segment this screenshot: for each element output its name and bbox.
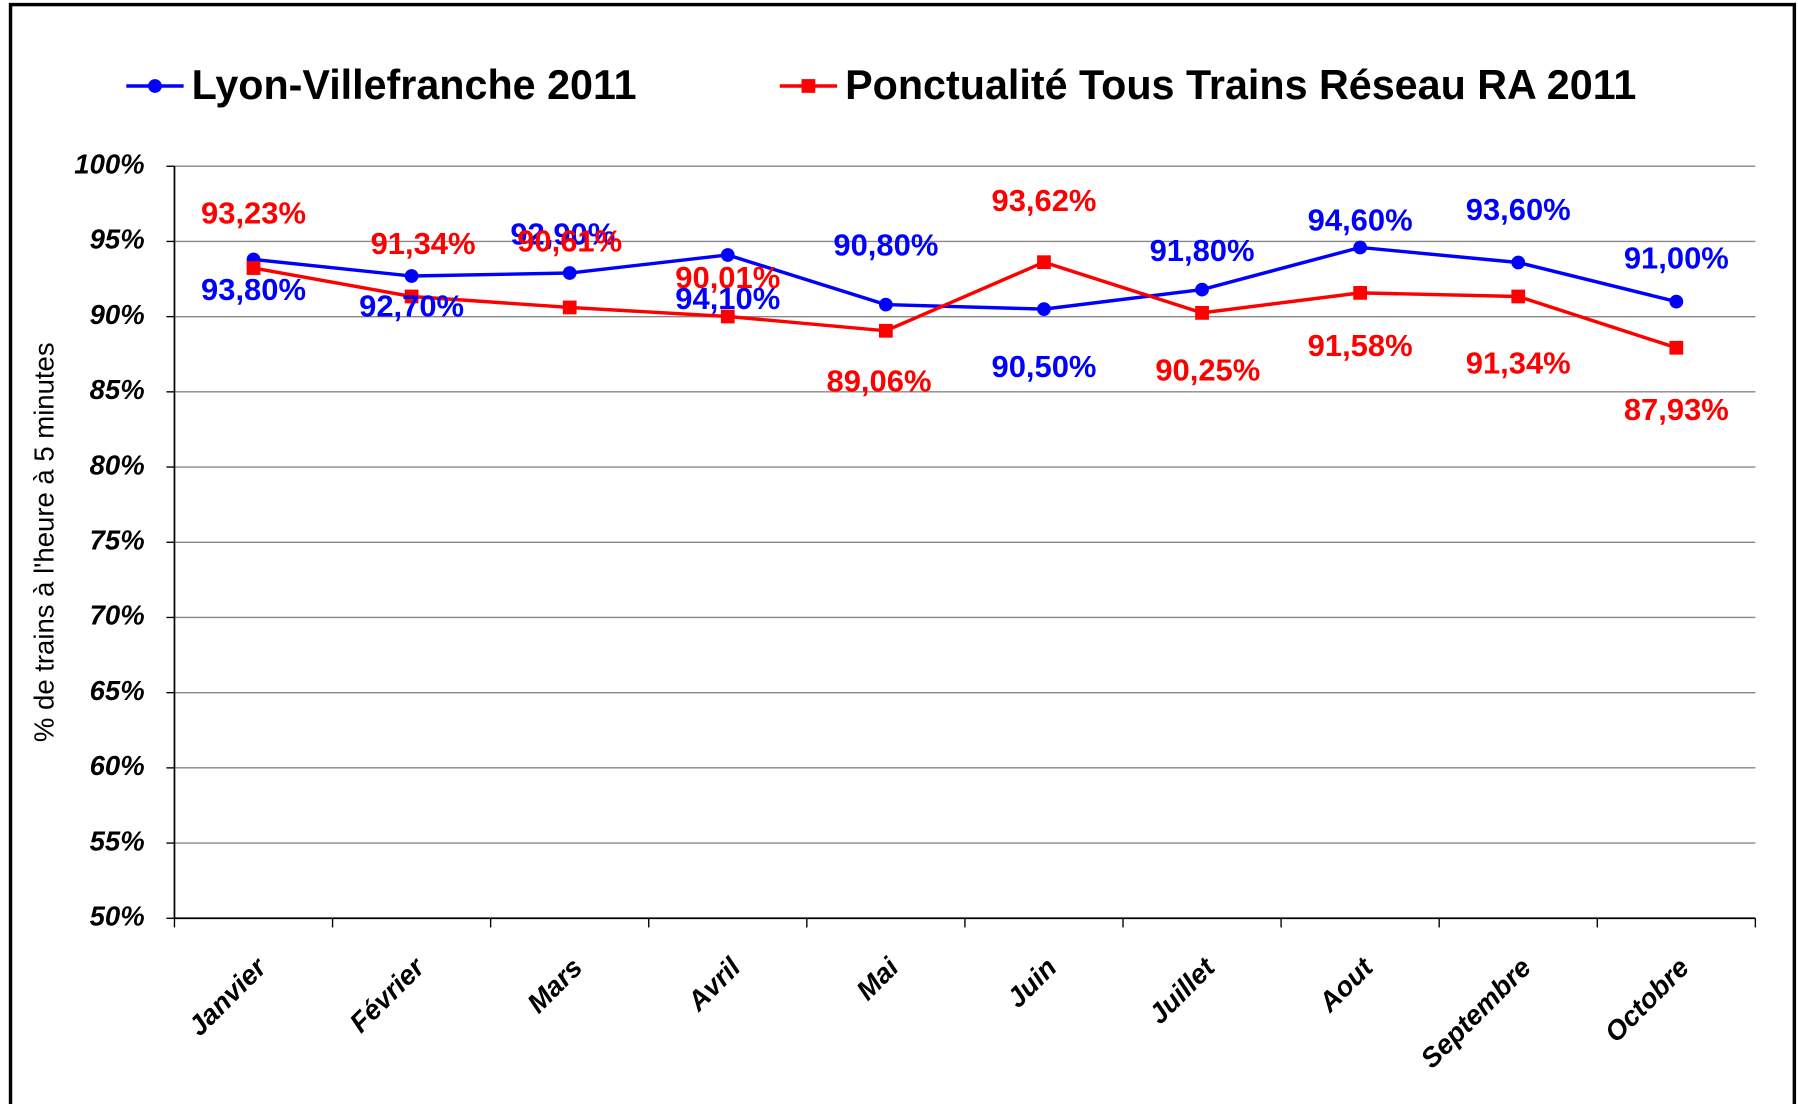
data-label: 94,60% bbox=[1308, 202, 1413, 237]
point bbox=[1511, 255, 1526, 270]
y-tick-label: 95% bbox=[90, 224, 145, 255]
y-axis-label: % de trains à l'heure à 5 minutes bbox=[28, 342, 59, 742]
point bbox=[878, 323, 893, 338]
legend-marker bbox=[148, 79, 162, 93]
data-label: 90,50% bbox=[991, 349, 1096, 384]
data-label: 90,80% bbox=[833, 227, 938, 262]
data-label: 93,60% bbox=[1466, 192, 1571, 227]
point bbox=[1669, 340, 1684, 355]
data-label: 90,01% bbox=[675, 260, 780, 295]
data-label: 92,90% bbox=[510, 217, 615, 252]
data-label: 91,34% bbox=[1466, 345, 1571, 380]
y-tick-label: 55% bbox=[90, 825, 145, 856]
point bbox=[1669, 294, 1684, 309]
data-label: 90,61% bbox=[517, 223, 622, 258]
point bbox=[878, 297, 893, 312]
y-tick-label: 50% bbox=[90, 901, 145, 932]
y-tick-label: 90% bbox=[90, 299, 145, 330]
point bbox=[1195, 306, 1209, 320]
point bbox=[562, 300, 577, 315]
series-line bbox=[253, 260, 1677, 350]
data-label: 93,62% bbox=[991, 183, 1096, 218]
point bbox=[404, 269, 419, 283]
chart-frame bbox=[8, 2, 1797, 1104]
data-label: 91,00% bbox=[1624, 241, 1729, 276]
data-label: 93,80% bbox=[201, 272, 306, 307]
legend-marker bbox=[801, 79, 816, 93]
y-tick-label: 70% bbox=[90, 600, 145, 631]
point bbox=[1353, 240, 1368, 255]
point bbox=[720, 248, 735, 262]
data-label: 90,25% bbox=[1155, 353, 1260, 388]
data-label: 92,70% bbox=[359, 288, 464, 323]
data-label: 91,58% bbox=[1308, 328, 1413, 363]
y-tick-label: 65% bbox=[90, 675, 145, 706]
point bbox=[1195, 282, 1209, 297]
point bbox=[562, 266, 577, 280]
point bbox=[1511, 289, 1526, 304]
point bbox=[1037, 302, 1051, 316]
data-label: 89,06% bbox=[827, 364, 932, 399]
series-line bbox=[253, 245, 1677, 311]
y-tick-label: 85% bbox=[90, 374, 145, 405]
data-label: 91,80% bbox=[1150, 233, 1255, 268]
data-label: 87,93% bbox=[1624, 392, 1729, 427]
point bbox=[404, 289, 419, 304]
data-label: 93,23% bbox=[201, 195, 306, 230]
point bbox=[1037, 255, 1051, 270]
data-label: 94,10% bbox=[675, 281, 780, 316]
point bbox=[246, 261, 261, 275]
point bbox=[720, 309, 735, 324]
legend-label: Lyon-Villefranche 2011 bbox=[192, 62, 637, 108]
y-tick-label: 75% bbox=[90, 525, 145, 556]
y-tick-label: 100% bbox=[74, 148, 144, 179]
point bbox=[1353, 285, 1368, 300]
y-tick-label: 80% bbox=[90, 449, 145, 480]
data-label: 91,34% bbox=[371, 226, 476, 261]
legend-label: Ponctualité Tous Trains Réseau RA 2011 bbox=[845, 62, 1636, 108]
y-tick-label: 60% bbox=[90, 750, 145, 781]
